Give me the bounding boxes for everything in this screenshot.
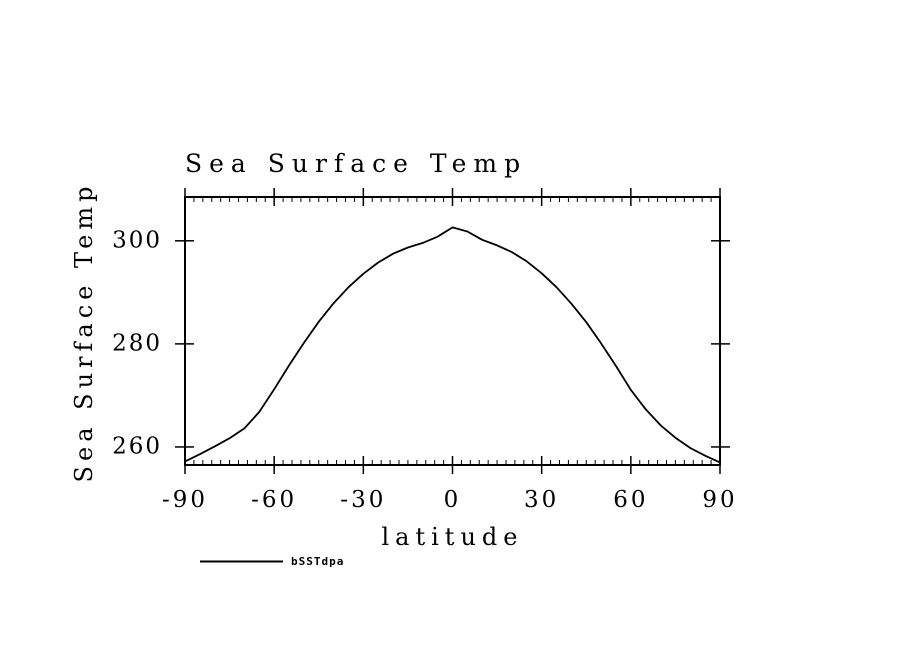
legend-label: bSSTdpa [291,555,345,568]
x-tick-label: 60 [613,487,649,513]
y-tick-label: 280 [112,330,162,357]
y-axis-title: Sea Surface Temp [70,181,98,483]
y-tick-label: 260 [112,433,162,460]
x-tick-label: 0 [443,487,462,513]
plot-frame [184,196,721,466]
temperature-curve [184,226,721,464]
x-tick-label: -90 [161,487,209,513]
x-axis-title: latitude [381,523,524,551]
x-tick-label: 30 [524,487,560,513]
x-tick-label: 90 [702,487,738,513]
tick-marks [175,188,730,474]
x-tick-label: -30 [340,487,387,513]
chart-title: Sea Surface Temp [185,149,528,178]
x-tick-label: -60 [251,487,298,513]
y-tick-label: 300 [112,227,162,254]
